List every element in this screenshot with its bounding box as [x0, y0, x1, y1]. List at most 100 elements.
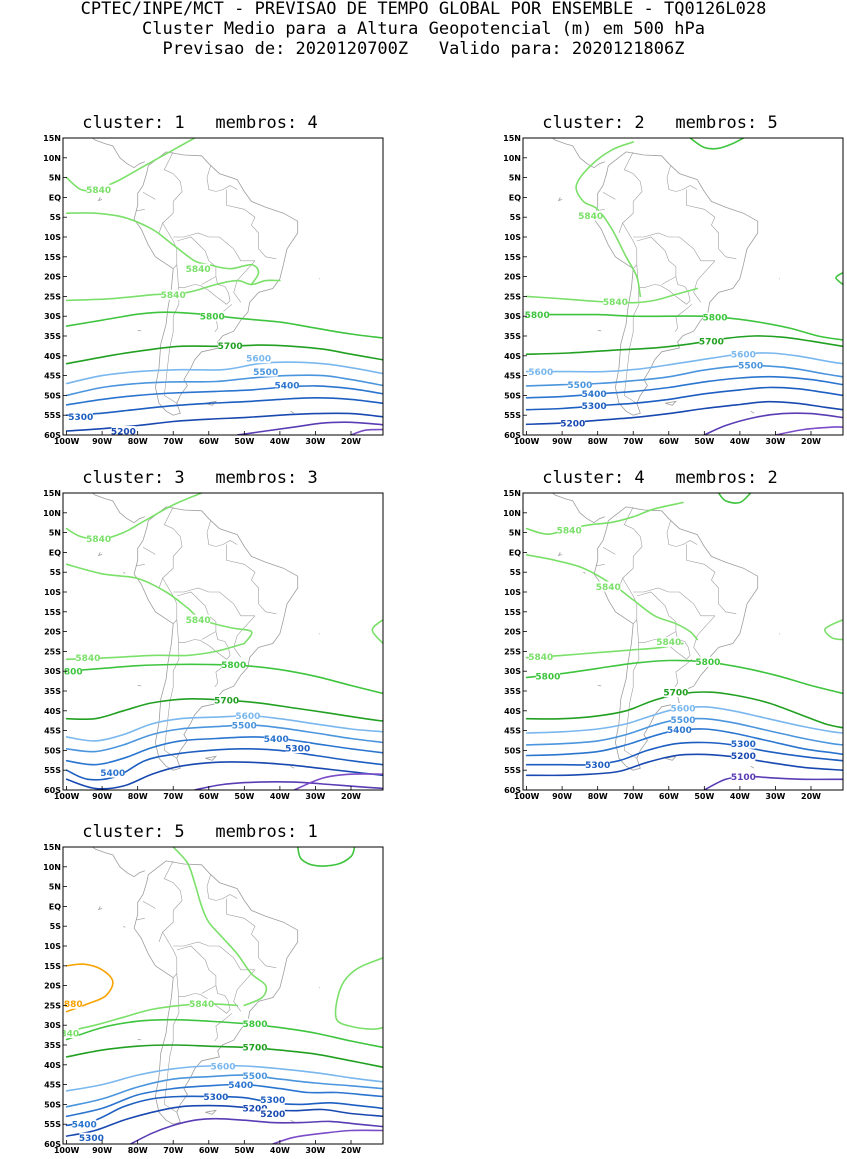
lon-tick-label: 100W: [54, 437, 80, 446]
contour-5100: [237, 422, 383, 435]
contour-label: 5800: [535, 673, 560, 683]
island: [205, 756, 216, 760]
island: [123, 926, 125, 927]
contour-label: 5700: [214, 696, 239, 706]
lat-tick-label: 5S: [50, 568, 62, 577]
country-border: [637, 592, 676, 640]
country-border: [669, 592, 715, 616]
contour-label: 5300: [731, 740, 756, 750]
lat-tick-label: 50S: [504, 746, 521, 755]
lat-tick-label: 25S: [44, 647, 61, 656]
contour-label: 5600: [210, 1062, 235, 1072]
coastline-central-america: [63, 134, 145, 168]
lat-tick-label: 20S: [44, 628, 61, 637]
country-border: [637, 237, 676, 285]
lon-tick-label: 70W: [163, 792, 183, 801]
country-border: [687, 190, 715, 226]
contour-label: 5840: [186, 616, 211, 626]
country-border: [687, 545, 715, 581]
contour-label: 5100: [731, 773, 756, 783]
lat-tick-label: 30S: [504, 312, 521, 321]
contour-5800: [298, 847, 355, 866]
island: [559, 552, 563, 555]
contour-5100: [704, 413, 843, 435]
island: [291, 1120, 295, 1122]
contour-label: 5500: [738, 362, 763, 372]
country-border: [207, 521, 237, 547]
country-border: [251, 225, 276, 259]
lon-tick-label: 70W: [623, 437, 643, 446]
header-subtitle: Cluster Medio para a Altura Geopotencial…: [0, 20, 847, 39]
island: [751, 411, 755, 413]
contour-label: 5300: [68, 413, 93, 423]
lat-tick-label: 45S: [44, 727, 61, 736]
contour-label: 5800: [525, 311, 550, 321]
lat-tick-label: 30S: [504, 667, 521, 676]
country-border: [159, 152, 182, 233]
contour-label: 5700: [218, 342, 243, 352]
lat-tick-label: 20S: [44, 273, 61, 282]
contour-label: 5600: [246, 355, 271, 365]
contour-5800: [67, 1020, 383, 1048]
lon-tick-label: 40W: [270, 792, 290, 801]
lat-tick-label: 15S: [44, 962, 61, 971]
country-border: [694, 616, 715, 658]
lon-tick-label: 20W: [341, 437, 361, 446]
contour-label: 5300: [285, 744, 310, 754]
contour-5400: [67, 737, 383, 765]
island: [751, 766, 755, 768]
country-border: [173, 233, 209, 237]
contour-label: 5840: [86, 535, 111, 545]
country-border: [216, 632, 228, 648]
lon-tick-label: 40W: [730, 437, 750, 446]
lat-tick-label: 5S: [50, 213, 62, 222]
lat-tick-label: 10S: [44, 233, 61, 242]
lon-tick-label: 50W: [234, 792, 254, 801]
lat-tick-label: 10N: [43, 509, 61, 518]
country-border: [173, 942, 209, 946]
map-layer: 5840584058405800580057005600550054005400…: [58, 489, 383, 790]
lat-tick-label: 50S: [44, 746, 61, 755]
lat-tick-label: 5S: [50, 922, 62, 931]
contour-label: 5800: [221, 661, 246, 671]
contour-label: 5600: [670, 704, 695, 714]
lon-tick-label: 80W: [588, 792, 608, 801]
country-border: [669, 237, 715, 261]
lon-tick-label: 100W: [54, 1146, 80, 1155]
lat-tick-label: 35S: [44, 332, 61, 341]
lat-tick-label: 35S: [504, 687, 521, 696]
contour-label: 5840: [528, 653, 553, 663]
lat-tick-label: EQ: [509, 193, 521, 202]
lon-tick-label: 100W: [514, 792, 540, 801]
lat-tick-label: 5N: [49, 174, 61, 183]
lat-tick-label: 15N: [43, 134, 61, 143]
map-plot: 5840584058405800580057005600550054005400…: [0, 465, 400, 802]
island: [99, 906, 103, 909]
country-border: [227, 899, 255, 935]
lon-tick-label: 40W: [270, 437, 290, 446]
contour-label: 5600: [731, 351, 756, 361]
lat-tick-label: 10S: [44, 588, 61, 597]
country-border: [207, 875, 237, 901]
country-border: [209, 946, 255, 970]
coastline-central-america: [63, 843, 145, 877]
lat-tick-label: 30S: [44, 667, 61, 676]
country-border: [603, 192, 615, 199]
contour-label: 5700: [699, 337, 724, 347]
country-border: [694, 261, 715, 303]
lon-tick-label: 90W: [552, 437, 572, 446]
contour-label: 5300: [582, 402, 607, 412]
country-border: [676, 277, 688, 293]
contour-label: 5400: [228, 1081, 253, 1091]
contour-5600: [67, 716, 383, 741]
country-border: [227, 190, 255, 226]
lat-tick-label: EQ: [49, 193, 61, 202]
lat-tick-label: 10S: [44, 942, 61, 951]
lat-tick-label: 35S: [44, 687, 61, 696]
country-border: [711, 580, 736, 614]
lat-tick-label: 40S: [504, 707, 521, 716]
lat-tick-label: 40S: [504, 352, 521, 361]
